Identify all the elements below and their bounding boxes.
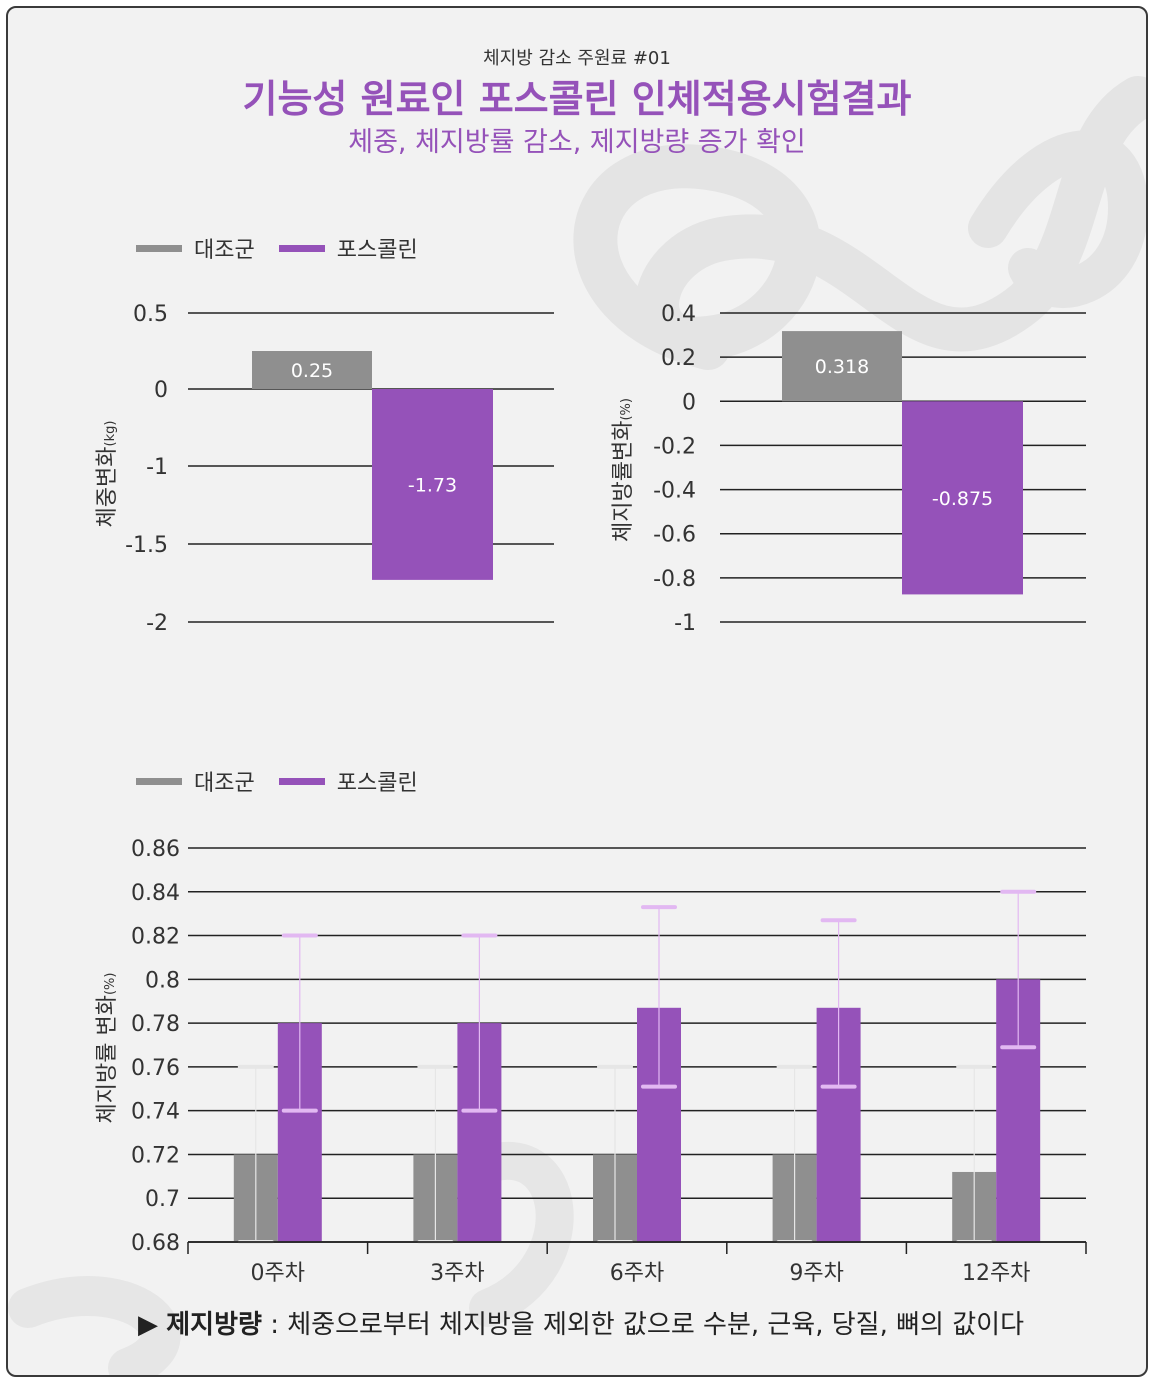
supertitle: 체지방 감소 주원료 #01 [483, 48, 671, 69]
y-tick-label: 0.2 [661, 346, 696, 371]
bar-control [252, 351, 372, 389]
y-axis-label: 체지방률변화(%) [611, 398, 636, 542]
legend-label-treatment: 포스콜린 [336, 238, 418, 263]
y-tick-label: -2 [146, 611, 168, 636]
legend-swatch-control [136, 244, 182, 252]
y-tick-label: 0.7 [145, 1187, 180, 1212]
y-tick-label: 0.8 [145, 968, 180, 993]
legend-label-control: 대조군 [194, 238, 255, 263]
data-label: -1.73 [408, 474, 457, 496]
footnote-term: 제지방량 [166, 1310, 262, 1340]
y-tick-label: 0.4 [661, 302, 696, 327]
x-tick-label: 9주차 [789, 1261, 843, 1286]
y-tick-label: 0.78 [131, 1012, 180, 1037]
y-tick-label: 0.76 [131, 1056, 180, 1081]
legend-label-control: 대조군 [194, 771, 255, 796]
legend-swatch-treatment [278, 777, 325, 785]
weight-change-chart: 0.5 0 -1 -1.5 -2 0.25 -1.73 체중변화(kg) 0.4 0.2 0 -0.2… [95, 302, 1087, 1286]
y-tick-label: -1 [674, 611, 696, 636]
data-label: 0.25 [291, 360, 333, 382]
background-swirl-decoration [8, 76, 1146, 1375]
bar-control [782, 331, 902, 402]
y-tick-label: -1 [146, 455, 168, 480]
y-tick-label: -1.5 [125, 533, 168, 558]
x-tick-label: 12주차 [962, 1261, 1030, 1286]
y-tick-label: 0 [682, 390, 696, 415]
legend-bottom: 대조군 포스콜린 [136, 765, 442, 797]
y-tick-label: -0.6 [653, 523, 696, 548]
bar-treatment [902, 401, 1023, 595]
y-axis-label: 체중변화(kg) [95, 421, 120, 528]
y-tick-label: 0.84 [131, 881, 180, 906]
data-label: -0.875 [932, 488, 993, 510]
y-tick-label: -0.8 [653, 567, 696, 592]
y-tick-label: 0.82 [131, 925, 180, 950]
legend-swatch-treatment [278, 244, 325, 252]
legend-label-treatment: 포스콜린 [336, 771, 418, 796]
y-tick-label: 0.5 [133, 302, 168, 327]
footnote-text: : 체중으로부터 체지방을 제외한 값으로 수분, 근육, 당질, 뼈의 값이다 [261, 1310, 1024, 1340]
y-tick-label: 0.86 [131, 837, 180, 862]
legend-top: 대조군 포스콜린 [136, 232, 442, 264]
page-title: 기능성 원료인 포스콜린 인체적용시험결과 [242, 77, 912, 121]
y-tick-label: 0.72 [131, 1143, 180, 1168]
y-tick-label: -0.4 [653, 479, 696, 504]
arrow-icon: ▶ [138, 1310, 158, 1340]
legend-swatch-control [136, 777, 182, 785]
page-subtitle: 체중, 체지방률 감소, 제지방량 증가 확인 [348, 127, 806, 158]
x-tick-label: 0주차 [251, 1261, 305, 1286]
y-tick-label: -0.2 [653, 434, 696, 459]
y-tick-label: 0.68 [131, 1231, 180, 1256]
y-tick-label: 0 [154, 378, 168, 403]
x-tick-label: 3주차 [430, 1261, 484, 1286]
infographic-card: 체지방 감소 주원료 #01 기능성 원료인 포스콜린 인체적용시험결과 체중,… [6, 6, 1148, 1377]
x-tick-label: 6주차 [610, 1261, 664, 1286]
y-tick-label: 0.74 [131, 1100, 180, 1125]
data-label: 0.318 [815, 356, 869, 378]
bar-treatment [372, 389, 493, 580]
y-axis-label: 체지방률 변화(%) [95, 973, 120, 1124]
footnote: ▶ 제지방량 : 체중으로부터 체지방을 제외한 값으로 수분, 근육, 당질,… [138, 1304, 1024, 1341]
